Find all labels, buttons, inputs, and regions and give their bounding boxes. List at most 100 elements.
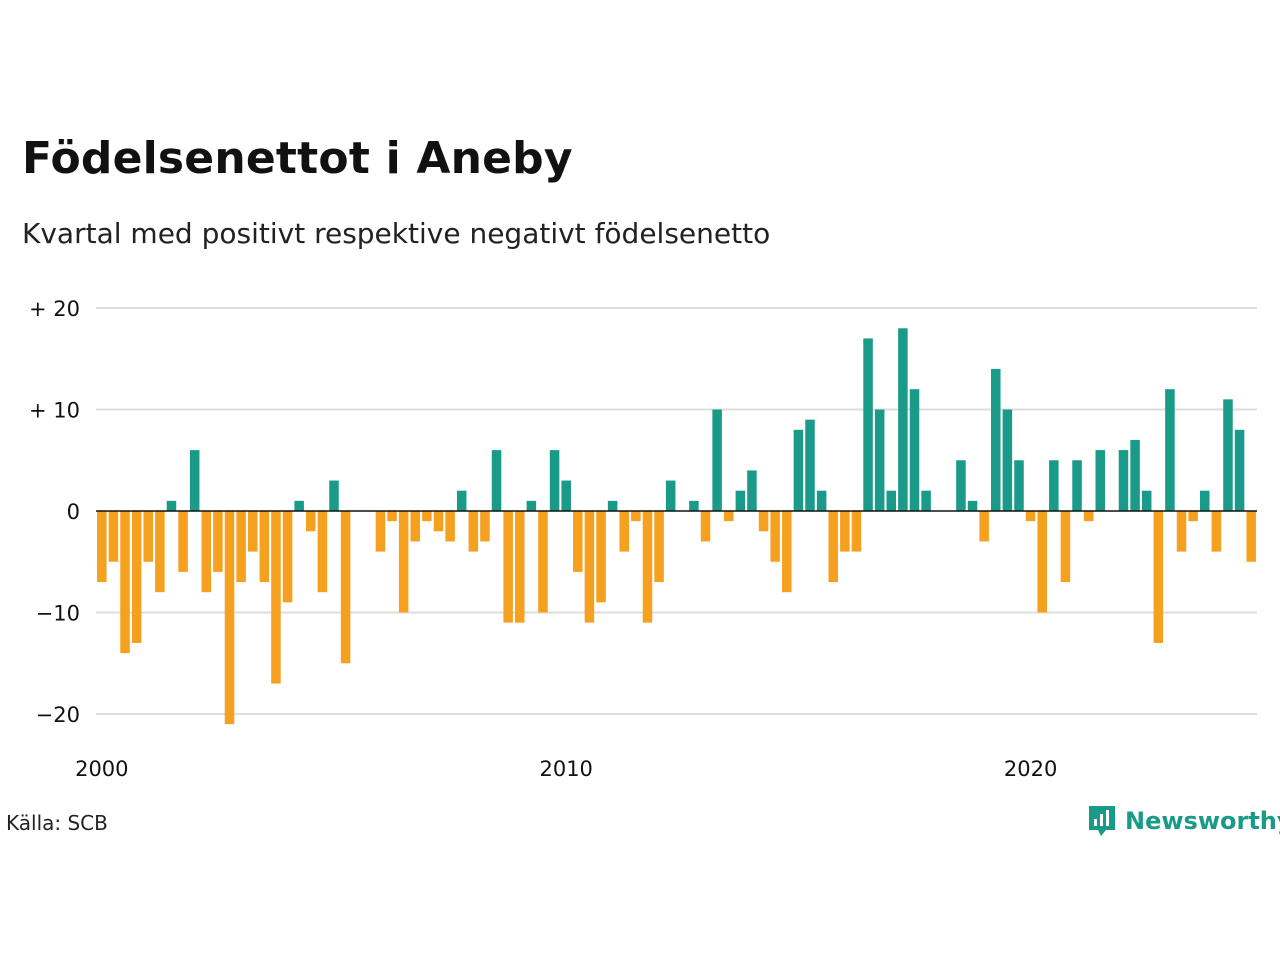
bar-positive (1095, 450, 1106, 511)
bar-negative (1037, 511, 1047, 613)
chart-title: Födelsenettot i Aneby (22, 133, 573, 184)
bar-negative (573, 511, 583, 572)
bar-positive (561, 480, 571, 511)
bar-negative (259, 511, 270, 583)
bar-negative (97, 511, 107, 583)
bar-negative (480, 511, 490, 542)
bar-positive (956, 460, 966, 511)
bar-negative (1188, 511, 1198, 522)
bar-negative (224, 511, 235, 725)
bar-negative (1083, 511, 1094, 522)
brand-name: Newsworthy (1125, 807, 1280, 835)
bar-positive (874, 409, 885, 511)
brand-logo: Newsworthy (1087, 804, 1280, 838)
bar-negative (433, 511, 444, 532)
bar-negative (782, 511, 792, 593)
bar-positive (1130, 439, 1140, 511)
bar-negative (236, 511, 246, 583)
bar-positive (549, 450, 560, 511)
bar-negative (340, 511, 351, 664)
newsworthy-logo-icon (1089, 806, 1115, 836)
bar-negative (840, 511, 850, 552)
bar-positive (607, 500, 618, 511)
bar-positive (1199, 490, 1210, 511)
bar-positive (793, 429, 804, 511)
bar-negative (654, 511, 664, 583)
bar-positive (886, 490, 897, 511)
bar-negative (1025, 511, 1036, 522)
source-note: Källa: SCB (6, 811, 108, 835)
bar-negative (143, 511, 153, 562)
bar-negative (131, 511, 142, 643)
bar-positive (967, 500, 978, 511)
bars (97, 328, 1256, 725)
bar-negative (108, 511, 119, 562)
bar-negative (619, 511, 630, 552)
bar-positive (816, 490, 827, 511)
bar-positive (665, 480, 676, 511)
bar-negative (1153, 511, 1164, 643)
bar-positive (166, 500, 177, 511)
bar-negative (515, 511, 525, 623)
bar-positive (1234, 429, 1245, 511)
bar-positive (1002, 409, 1013, 511)
y-tick-label: −20 (36, 703, 80, 727)
y-tick-label: 0 (67, 500, 80, 524)
gridlines (96, 307, 1257, 715)
bar-positive (712, 409, 722, 511)
bar-negative (468, 511, 479, 552)
bar-positive (921, 490, 931, 511)
bar-negative (770, 511, 780, 562)
x-tick-label: 2000 (75, 757, 128, 781)
bar-negative (1246, 511, 1256, 562)
bar-positive (863, 338, 873, 511)
bar-negative (247, 511, 258, 552)
bar-negative (584, 511, 595, 623)
x-tick-label: 2010 (539, 757, 592, 781)
bar-negative (538, 511, 548, 613)
bar-negative (317, 511, 328, 593)
bar-positive (747, 470, 757, 511)
bar-negative (213, 511, 223, 572)
bar-positive (456, 490, 467, 511)
bar-negative (1176, 511, 1187, 552)
bar-positive (735, 490, 746, 511)
bar-negative (631, 511, 641, 522)
bar-positive (294, 500, 304, 511)
bar-positive (1049, 460, 1059, 511)
bar-positive (991, 368, 1001, 511)
bar-negative (596, 511, 606, 603)
bar-negative (155, 511, 165, 593)
bar-negative (387, 511, 397, 522)
bar-positive (1014, 460, 1024, 511)
bar-positive (526, 500, 537, 511)
chart-subtitle: Kvartal med positivt respektive negativt… (22, 217, 771, 250)
bar-negative (178, 511, 188, 572)
bar-positive (1072, 460, 1082, 511)
x-tick-label: 2020 (1004, 757, 1057, 781)
bar-negative (445, 511, 455, 542)
bar-positive (1223, 399, 1233, 511)
bar-negative (271, 511, 281, 684)
bar-negative (979, 511, 989, 542)
axes: + 20 + 10 0 −10 −20 2000 2010 2020 (29, 297, 1257, 781)
bar-negative (1211, 511, 1222, 552)
bar-positive (909, 389, 920, 511)
bar-positive (491, 450, 502, 511)
bar-positive (189, 450, 200, 511)
bar-positive (1118, 450, 1129, 511)
bar-negative (700, 511, 711, 542)
bar-positive (1141, 490, 1152, 511)
bar-negative (1060, 511, 1071, 583)
bar-negative (422, 511, 432, 522)
bar-negative (120, 511, 130, 654)
bar-positive (898, 328, 908, 511)
bar-positive (689, 500, 699, 511)
bar-positive (805, 419, 815, 511)
y-tick-label: + 20 (29, 297, 80, 321)
bar-negative (723, 511, 734, 522)
bar-negative (851, 511, 862, 552)
y-tick-label: + 10 (29, 399, 80, 423)
bar-chart: + 20 + 10 0 −10 −20 2000 2010 2020 (29, 297, 1257, 781)
bar-negative (306, 511, 316, 532)
